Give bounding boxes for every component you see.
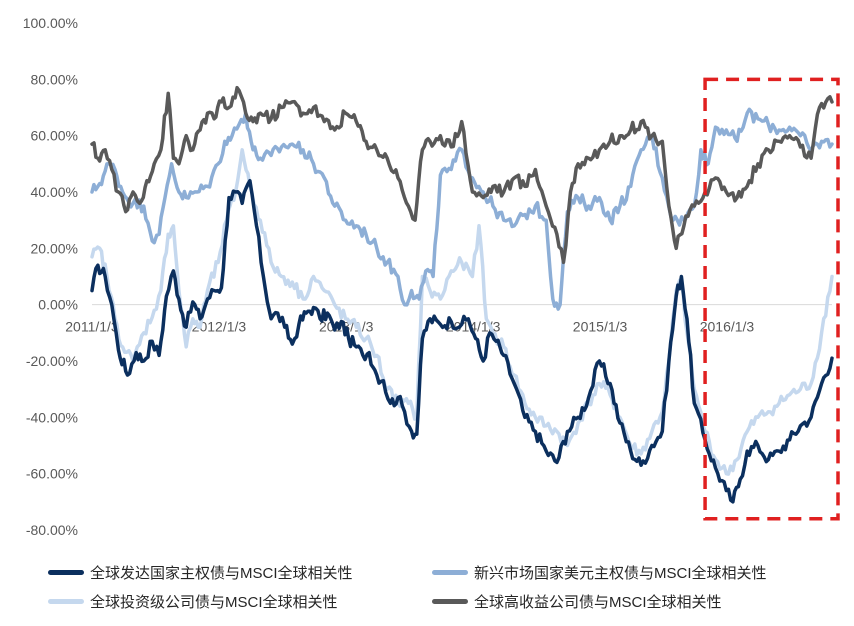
y-tick-label: 100.00% <box>23 15 78 31</box>
x-tick-label: 2011/1/3 <box>65 319 119 335</box>
series-line <box>90 107 834 311</box>
series-line <box>90 85 834 265</box>
y-tick-label: 0.00% <box>38 297 78 313</box>
line-chart: 100.00% 80.00% 60.00% 40.00% 20.00% 0.00% -20.… <box>23 15 840 538</box>
y-axis: 100.00% 80.00% 60.00% 40.00% 20.00% 0.00% -20.… <box>23 15 78 538</box>
x-tick-label: 2016/1/3 <box>700 319 755 335</box>
series-layer <box>90 85 834 504</box>
y-tick-label: -40.00% <box>26 409 78 425</box>
legend-item-hy-corporate: 全球高收益公司债与MSCI全球相关性 <box>432 589 722 613</box>
y-tick-label: -20.00% <box>26 353 78 369</box>
y-tick-label: 20.00% <box>31 240 78 256</box>
y-tick-label: -80.00% <box>26 522 78 538</box>
legend-label: 全球高收益公司债与MSCI全球相关性 <box>474 593 722 611</box>
highlight-box <box>703 77 840 521</box>
legend-swatch <box>432 569 468 575</box>
legend-label: 全球发达国家主权债与MSCI全球相关性 <box>90 564 353 582</box>
x-tick-label: 2012/1/3 <box>192 319 247 335</box>
y-tick-label: -60.00% <box>26 466 78 482</box>
x-tick-label: 2015/1/3 <box>573 319 628 335</box>
legend-swatch <box>432 598 468 604</box>
y-tick-label: 80.00% <box>31 71 78 87</box>
legend-swatch <box>48 598 84 604</box>
x-axis: 2011/1/3 2012/1/3 2013/1/3 2014/1/3 2015/1/3… <box>65 319 754 335</box>
legend: 全球发达国家主权债与MSCI全球相关性 新兴市场国家美元主权债与MSCI全球相关… <box>0 555 854 626</box>
legend-label: 全球投资级公司债与MSCI全球相关性 <box>90 593 338 611</box>
legend-item-em-sovereign: 新兴市场国家美元主权债与MSCI全球相关性 <box>432 560 767 584</box>
legend-item-ig-corporate: 全球投资级公司债与MSCI全球相关性 <box>48 589 338 613</box>
series-line <box>90 148 834 476</box>
legend-label: 新兴市场国家美元主权债与MSCI全球相关性 <box>474 564 767 582</box>
series-line <box>90 178 834 504</box>
y-tick-label: 60.00% <box>31 128 78 144</box>
y-tick-label: 40.00% <box>31 184 78 200</box>
legend-item-developed-sovereign: 全球发达国家主权债与MSCI全球相关性 <box>48 560 353 584</box>
legend-swatch <box>48 569 84 575</box>
